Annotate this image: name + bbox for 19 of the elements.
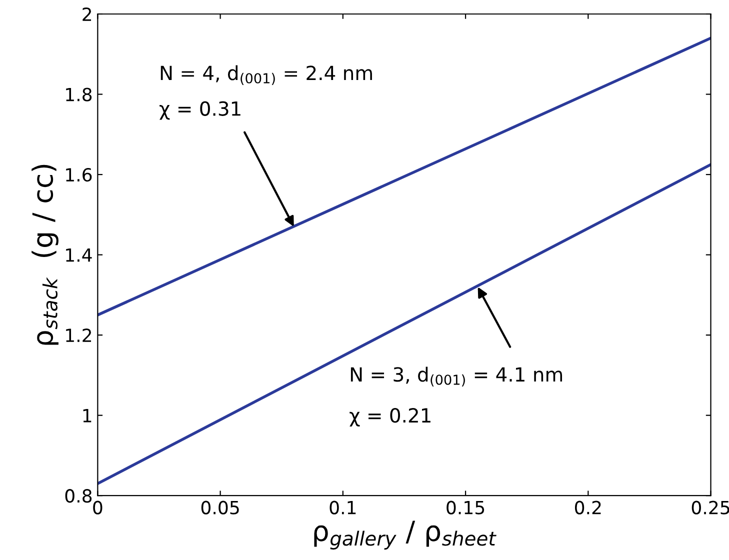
y-tick-label: 1.4	[66, 248, 92, 262]
x-tick-label: 0.05	[201, 500, 239, 514]
y-axis-title: ρ$_{stack}$ (g / cc)	[32, 164, 58, 345]
x-tick-label: 0.2	[574, 500, 601, 514]
annotation: χ = 0.31	[160, 101, 240, 120]
y-tick-label: 1.2	[66, 328, 92, 342]
y-tick-label: 0.8	[65, 489, 92, 503]
y-tick-label: 1	[83, 409, 92, 422]
annotation: N = 4, d$_{(001)}$ = 2.4 nm	[160, 65, 372, 86]
x-tick-label: 0.25	[692, 500, 729, 514]
annotation: χ = 0.21	[350, 408, 430, 427]
y-tick-label: 1.6	[66, 168, 92, 182]
x-tick-label: 0	[93, 500, 102, 514]
x-tick-label: 0.1	[330, 500, 356, 514]
annotation: N = 3, d$_{(001)}$ = 4.1 nm	[350, 366, 562, 386]
y-tick-label: 1.8	[66, 88, 92, 102]
y-tick-label: 2	[82, 7, 92, 21]
x-tick-label: 0.15	[446, 500, 484, 514]
x-axis-title: ρ$_{gallery}$ / ρ$_{sheet}$	[314, 520, 496, 550]
